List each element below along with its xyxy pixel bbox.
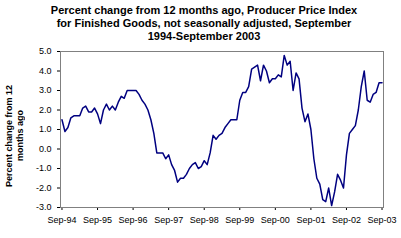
svg-text:0.0: 0.0	[39, 144, 52, 154]
svg-text:Sep-99: Sep-99	[225, 215, 254, 225]
svg-text:Sep-96: Sep-96	[119, 215, 148, 225]
svg-text:4.0: 4.0	[39, 66, 52, 76]
svg-text:3.0: 3.0	[39, 85, 52, 95]
svg-text:Sep-00: Sep-00	[261, 215, 290, 225]
svg-text:Sep-02: Sep-02	[332, 215, 361, 225]
svg-text:-1.0: -1.0	[36, 163, 52, 173]
svg-text:2.0: 2.0	[39, 105, 52, 115]
svg-text:1.0: 1.0	[39, 124, 52, 134]
svg-text:Sep-95: Sep-95	[83, 215, 112, 225]
html-text:Percent change from 12 months: Percent change from 12 months ago	[4, 85, 25, 187]
html-text:Percent change from 12 months: Percent change from 12 months ago, Produ…	[50, 4, 358, 42]
svg-text:Sep-97: Sep-97	[154, 215, 183, 225]
svg-text:Sep-01: Sep-01	[296, 215, 325, 225]
svg-text:-2.0: -2.0	[36, 183, 52, 193]
svg-text:Sep-94: Sep-94	[47, 215, 76, 225]
svg-text:Sep-98: Sep-98	[190, 215, 219, 225]
svg-text:Sep-03: Sep-03	[368, 215, 397, 225]
svg-text:5.0: 5.0	[39, 46, 52, 56]
svg-text:-3.0: -3.0	[36, 202, 52, 212]
